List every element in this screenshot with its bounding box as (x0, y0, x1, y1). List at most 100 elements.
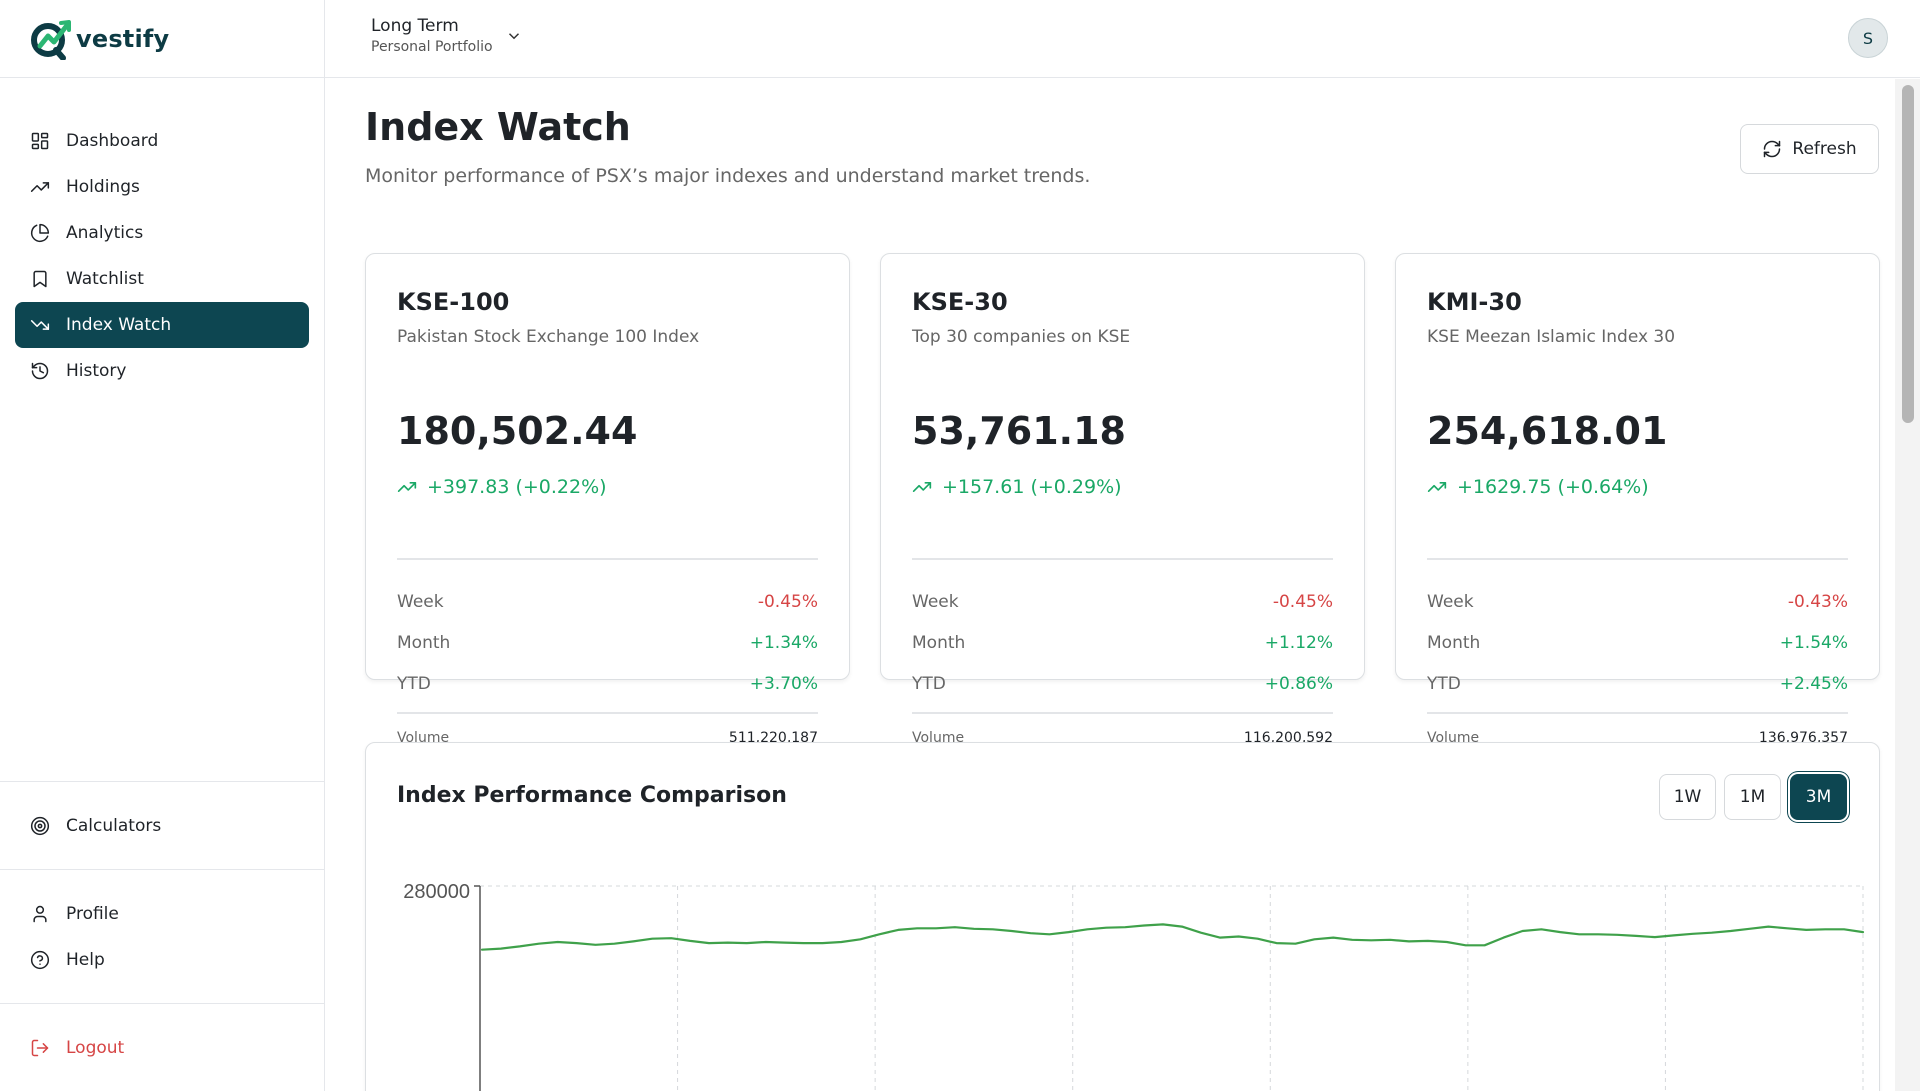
stat-value: +1.34% (749, 633, 818, 653)
stat-label: Month (912, 633, 966, 653)
brand-name: vestify (76, 24, 170, 53)
stat-row-month: Month +1.54% (1427, 633, 1848, 653)
trending-up-icon (30, 182, 50, 192)
nav-label: Index Watch (66, 315, 172, 335)
index-code: KSE-100 (397, 288, 510, 316)
index-code: KSE-30 (912, 288, 1008, 316)
stat-row-ytd: YTD +0.86% (912, 674, 1333, 694)
index-change-value: +157.61 (+0.29%) (942, 476, 1122, 498)
portfolio-type: Personal Portfolio (371, 39, 493, 55)
stat-row-week: Week -0.43% (1427, 592, 1848, 612)
logout-button[interactable]: Logout (15, 1025, 310, 1071)
y-tick-label: 280000 (403, 881, 470, 903)
portfolio-name: Long Term (371, 16, 459, 36)
nav-item-holdings[interactable]: Holdings (15, 164, 309, 210)
nav-item-index-watch[interactable]: Index Watch (15, 302, 309, 348)
target-icon (30, 816, 50, 836)
nav-item-watchlist[interactable]: Watchlist (15, 256, 309, 302)
stat-value: -0.45% (757, 592, 818, 612)
stat-value: -0.45% (1272, 592, 1333, 612)
nav-label: Watchlist (66, 269, 144, 289)
scrollbar-thumb[interactable] (1902, 85, 1914, 423)
tools-nav: Calculators (15, 803, 310, 849)
series-line (480, 923, 1865, 951)
logout-icon (31, 1039, 49, 1057)
chart-title: Index Performance Comparison (397, 783, 787, 808)
nav-item-analytics[interactable]: Analytics (15, 210, 309, 256)
stat-row-week: Week -0.45% (912, 592, 1333, 612)
index-name: Top 30 companies on KSE (912, 327, 1131, 347)
index-card-kmi30[interactable]: KMI-30 KSE Meezan Islamic Index 30 254,6… (1395, 253, 1880, 746)
portfolio-selector[interactable]: Long Term Personal Portfolio (371, 16, 523, 55)
range-button-1m[interactable]: 1M (1724, 774, 1781, 820)
nav-item-dashboard[interactable]: Dashboard (15, 118, 309, 164)
sidebar-divider (0, 1003, 325, 1004)
stat-value: +2.45% (1779, 674, 1848, 694)
chevron-down-icon (508, 32, 519, 39)
refresh-label: Refresh (1792, 139, 1857, 159)
index-code: KMI-30 (1427, 288, 1522, 316)
dashboard-icon (31, 132, 49, 150)
stat-label: Week (1427, 592, 1474, 612)
index-name: KSE Meezan Islamic Index 30 (1427, 327, 1676, 347)
index-change-value: +397.83 (+0.22%) (427, 476, 607, 498)
user-icon (33, 905, 47, 923)
index-card-kse30[interactable]: KSE-30 Top 30 companies on KSE 53,761.18… (880, 253, 1365, 746)
refresh-button[interactable]: Refresh (1740, 124, 1879, 174)
stat-value: +0.86% (1264, 674, 1333, 694)
nav-item-help[interactable]: Help (15, 937, 310, 983)
index-value: 180,502.44 (397, 409, 638, 453)
stat-row-ytd: YTD +2.45% (1427, 674, 1848, 694)
trending-up-icon (397, 482, 417, 492)
stat-label: YTD (397, 674, 431, 694)
stat-label: YTD (1427, 674, 1461, 694)
topbar: Long Term Personal Portfolio S (325, 0, 1920, 78)
trending-down-icon (30, 320, 50, 330)
stat-row-week: Week -0.45% (397, 592, 818, 612)
range-button-1w[interactable]: 1W (1659, 774, 1716, 820)
nav-label: Calculators (66, 816, 162, 836)
logout-nav: Logout (15, 1025, 310, 1071)
logo[interactable]: vestify (0, 0, 324, 78)
main-nav: Dashboard Holdings Analytics Watchlist I… (0, 78, 324, 394)
range-button-3m[interactable]: 3M (1790, 774, 1847, 820)
help-circle-icon (30, 950, 50, 970)
page-subtitle: Monitor performance of PSX’s major index… (365, 165, 1091, 187)
stat-value: +1.54% (1779, 633, 1848, 653)
nav-label: Holdings (66, 177, 140, 197)
nav-item-history[interactable]: History (15, 348, 309, 394)
nav-item-profile[interactable]: Profile (15, 891, 310, 937)
index-name: Pakistan Stock Exchange 100 Index (397, 327, 700, 347)
index-change: +397.83 (+0.22%) (397, 476, 607, 498)
trending-up-icon (1427, 482, 1447, 492)
index-change-value: +1629.75 (+0.64%) (1457, 476, 1649, 498)
scrollbar[interactable] (1895, 79, 1920, 1091)
sidebar-divider (0, 781, 325, 782)
nav-label: Logout (66, 1038, 125, 1058)
nav-item-calculators[interactable]: Calculators (15, 803, 310, 849)
stat-label: Week (912, 592, 959, 612)
stat-row-ytd: YTD +3.70% (397, 674, 818, 694)
page-title: Index Watch (365, 105, 631, 149)
stat-value: -0.43% (1787, 592, 1848, 612)
nav-label: Dashboard (66, 131, 159, 151)
divider (1427, 712, 1848, 714)
stat-label: Week (397, 592, 444, 612)
index-change: +157.61 (+0.29%) (912, 476, 1122, 498)
index-change: +1629.75 (+0.64%) (1427, 476, 1649, 498)
comparison-chart-card: Index Performance Comparison 1W 1M 3M 28… (365, 742, 1880, 1091)
sidebar-divider (0, 869, 325, 870)
stat-row-month: Month +1.34% (397, 633, 818, 653)
history-icon (31, 362, 49, 380)
index-card-kse100[interactable]: KSE-100 Pakistan Stock Exchange 100 Inde… (365, 253, 850, 746)
sidebar: vestify Dashboard Holdings Analytics Wat… (0, 0, 325, 1091)
performance-line-chart: 280000 (403, 881, 1865, 1091)
stat-label: YTD (912, 674, 946, 694)
trending-up-icon (912, 482, 932, 492)
bookmark-icon (33, 270, 47, 288)
divider (912, 712, 1333, 714)
refresh-icon (1764, 140, 1781, 158)
nav-label: Profile (66, 904, 119, 924)
avatar[interactable]: S (1848, 18, 1888, 58)
pie-chart-icon (30, 223, 50, 243)
